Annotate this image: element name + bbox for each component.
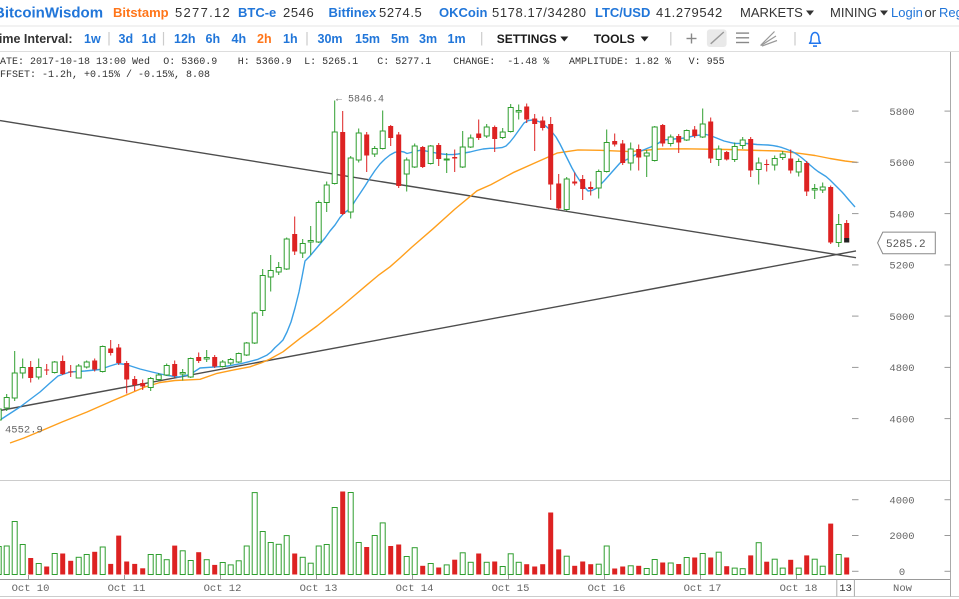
svg-text:Login: Login	[891, 5, 923, 20]
svg-text:4800: 4800	[889, 363, 914, 375]
svg-text:LTC/USD: LTC/USD	[595, 5, 650, 20]
svg-text:SETTINGS: SETTINGS	[497, 32, 557, 46]
svg-text:AMPLITUDE: 1.82 %: AMPLITUDE: 1.82 %	[569, 57, 671, 68]
svg-text:CHANGE: -1.48 %: CHANGE: -1.48 %	[453, 57, 549, 68]
svg-text:Oct 16: Oct 16	[588, 583, 626, 595]
svg-text:V: 955: V: 955	[689, 57, 725, 68]
svg-text:Oct 14: Oct 14	[396, 583, 434, 595]
svg-text:5400: 5400	[889, 209, 914, 221]
svg-text:12h: 12h	[174, 32, 196, 46]
svg-text:4552.9: 4552.9	[5, 425, 43, 437]
svg-text:Time Interval:: Time Interval:	[0, 32, 73, 46]
svg-text:3d: 3d	[119, 32, 134, 46]
svg-text:4600: 4600	[889, 414, 914, 426]
svg-text:0: 0	[899, 567, 905, 579]
svg-text:5277.12: 5277.12	[175, 5, 231, 20]
svg-text:Oct 11: Oct 11	[108, 583, 146, 595]
svg-text:DATE: 2017-10-18 13:00 Wed: DATE: 2017-10-18 13:00 Wed	[0, 56, 150, 68]
svg-text:5000: 5000	[889, 312, 914, 324]
svg-text:Bitfinex: Bitfinex	[329, 5, 377, 20]
svg-text:15m: 15m	[355, 32, 380, 46]
svg-text:3m: 3m	[419, 32, 437, 46]
svg-text:1h: 1h	[283, 32, 298, 46]
svg-text:or: or	[925, 5, 937, 20]
svg-text:OFFSET: -1.2h, +0.15% / -0.15%: OFFSET: -1.2h, +0.15% / -0.15%, 8.08	[0, 69, 210, 81]
svg-text:5800: 5800	[889, 107, 914, 119]
svg-text:Oct 17: Oct 17	[684, 583, 722, 595]
svg-text:13: 13	[839, 583, 852, 595]
svg-text:← 5846.4: ← 5846.4	[336, 95, 384, 106]
svg-text:L: 5265.1: L: 5265.1	[304, 57, 358, 68]
svg-text:BTC-e: BTC-e	[238, 5, 276, 20]
svg-text:OKCoin: OKCoin	[439, 5, 487, 20]
svg-text:2000: 2000	[889, 531, 914, 543]
svg-text:5274.5: 5274.5	[379, 5, 422, 20]
svg-text:4000: 4000	[889, 495, 914, 507]
svg-text:O: 5360.9: O: 5360.9	[163, 57, 217, 68]
svg-text:5600: 5600	[889, 158, 914, 170]
svg-text:TOOLS: TOOLS	[594, 32, 635, 46]
svg-text:1w: 1w	[84, 32, 101, 46]
svg-text:41.279542: 41.279542	[656, 5, 723, 20]
svg-text:4h: 4h	[232, 32, 247, 46]
svg-text:1d: 1d	[142, 32, 157, 46]
svg-text:Oct 18: Oct 18	[780, 583, 818, 595]
svg-text:Oct 10: Oct 10	[12, 583, 50, 595]
svg-text:H: 5360.9: H: 5360.9	[238, 57, 292, 68]
svg-text:1m: 1m	[448, 32, 466, 46]
svg-text:Oct 12: Oct 12	[204, 583, 242, 595]
svg-text:MINING: MINING	[830, 5, 877, 20]
svg-text:5200: 5200	[889, 261, 914, 273]
svg-text:Oct 15: Oct 15	[492, 583, 530, 595]
svg-text:Bitstamp: Bitstamp	[113, 5, 169, 20]
svg-text:MARKETS: MARKETS	[740, 5, 803, 20]
svg-text:5285.2: 5285.2	[886, 239, 926, 251]
svg-text:30m: 30m	[318, 32, 343, 46]
svg-text:C: 5277.1: C: 5277.1	[377, 57, 431, 68]
svg-text:Now: Now	[893, 583, 913, 595]
svg-text:5178.17/34280: 5178.17/34280	[492, 5, 587, 20]
svg-text:6h: 6h	[206, 32, 221, 46]
svg-text:Oct 13: Oct 13	[300, 583, 338, 595]
svg-text:5m: 5m	[391, 32, 409, 46]
svg-text:BitcoinWisdom: BitcoinWisdom	[0, 5, 103, 22]
svg-text:2546: 2546	[283, 5, 314, 20]
svg-text:Reg: Reg	[939, 5, 959, 20]
svg-text:2h: 2h	[257, 32, 272, 46]
